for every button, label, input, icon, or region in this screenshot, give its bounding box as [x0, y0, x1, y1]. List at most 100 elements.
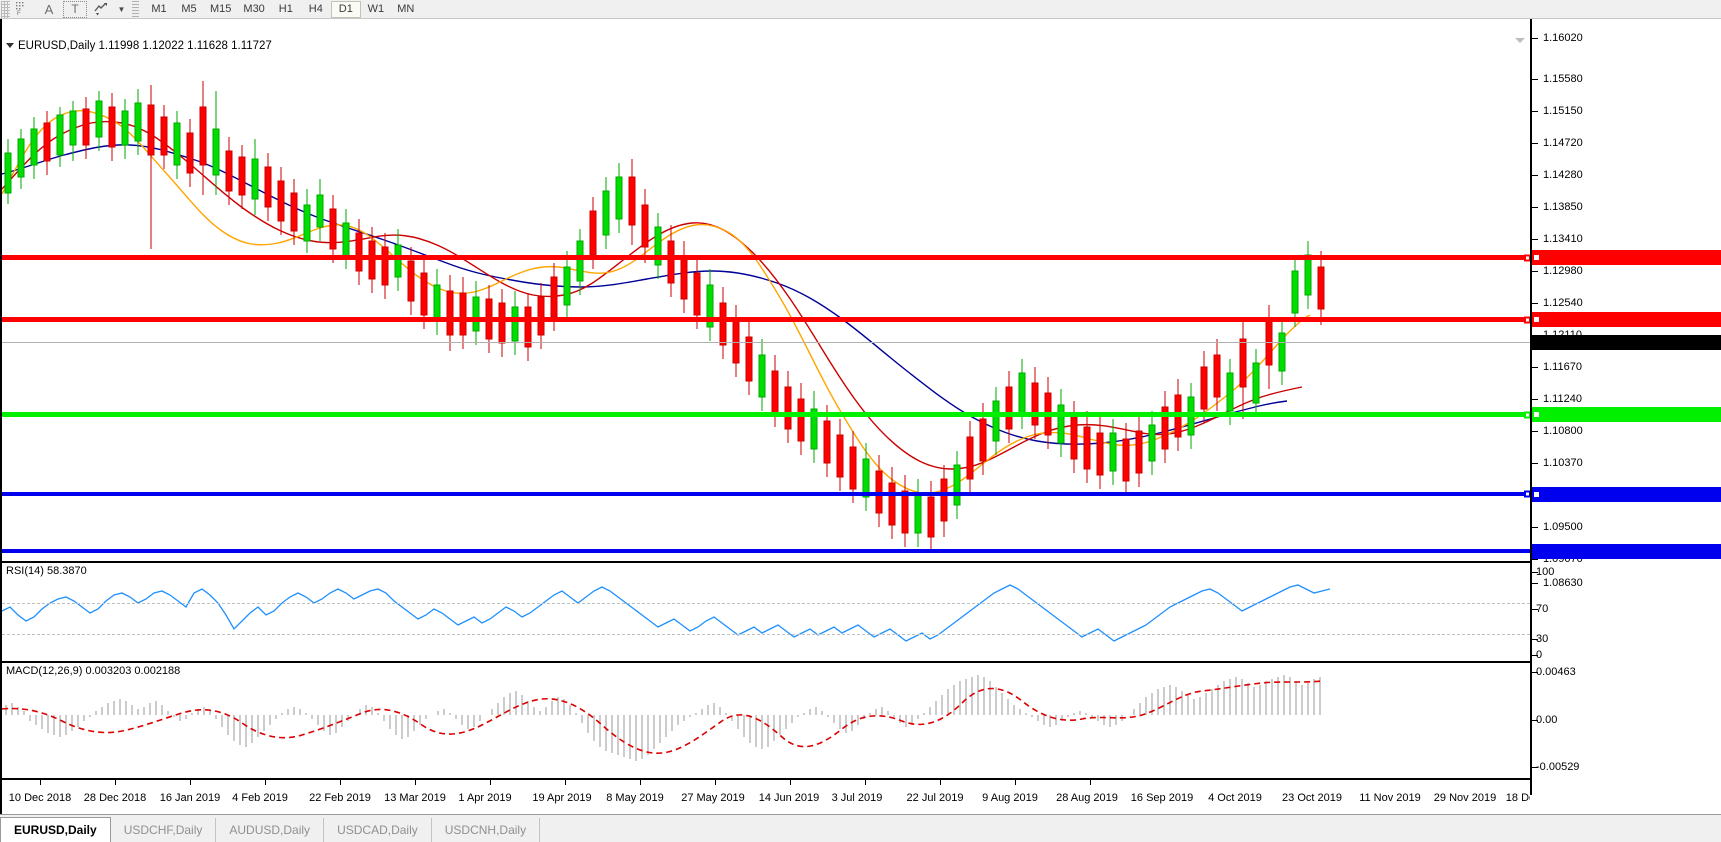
price-tick: 1.14720: [1530, 136, 1721, 150]
macd-canvas: [2, 675, 1323, 761]
date-label: 19 Apr 2019: [532, 792, 592, 804]
plot-region[interactable]: RSI(14) 58.3870 MACD(12,26,9) 0.003203 0…: [2, 19, 1530, 814]
support-line-1[interactable]: [2, 411, 1530, 418]
price-tick: 1.12540: [1530, 296, 1721, 310]
price-tag-support-3[interactable]: 1.08800: [1532, 544, 1721, 559]
tab-usdcad-daily[interactable]: USDCAD,Daily: [324, 818, 432, 842]
date-axis[interactable]: 10 Dec 2018 28 Dec 2018 16 Jan 2019 4 Fe…: [2, 778, 1530, 814]
date-label: 11 Nov 2019: [1359, 792, 1421, 804]
rsi-pane[interactable]: RSI(14) 58.3870: [2, 561, 1530, 659]
date-label: 28 Dec 2018: [83, 792, 147, 804]
date-label: 8 May 2019: [606, 792, 664, 804]
resistance-line-1[interactable]: [2, 254, 1530, 261]
tab-audusd-daily[interactable]: AUDUSD,Daily: [216, 818, 325, 842]
macd-label: MACD(12,26,9) 0.003203 0.002188: [6, 665, 181, 677]
toolbar-grip[interactable]: [1, 0, 10, 18]
price-tag-value: 1.10008: [1543, 488, 1583, 500]
date-label: 22 Feb 2019: [309, 792, 371, 804]
date-label: 4 Oct 2019: [1208, 792, 1262, 804]
price-tag-value: 1.11009: [1543, 408, 1583, 420]
main-toolbar: F A T ▼ M1 M5 M15 M30 H1 H4 D1: [0, 0, 1721, 19]
timeframe-mn[interactable]: MN: [397, 3, 415, 15]
price-tick: 1.13410: [1530, 232, 1721, 246]
support-line-2[interactable]: [2, 490, 1530, 498]
crosshair-icon[interactable]: F: [11, 1, 35, 18]
price-tag-value: 1.11727: [1538, 336, 1578, 348]
price-tick: 1.11670: [1530, 360, 1721, 374]
tab-usdcnh-daily[interactable]: USDCNH,Daily: [432, 818, 541, 842]
timeframe-group: M1 M5 M15 M30 H1 H4 D1 W1 MN: [144, 0, 421, 18]
timeframe-m30[interactable]: M30: [243, 3, 265, 15]
price-tag-support-1[interactable]: 1.11009: [1532, 407, 1721, 422]
price-tag-current: 1.11727: [1532, 335, 1721, 350]
price-axis[interactable]: 1.16020 1.15580 1.15150 1.14720 1.14280 …: [1530, 19, 1721, 795]
rsi-tick-70: 70: [1530, 602, 1721, 616]
price-tag-support-2[interactable]: 1.10008: [1532, 487, 1721, 502]
timeframe-m15[interactable]: M15: [210, 3, 232, 15]
date-label: 22 Jul 2019: [906, 792, 964, 804]
tab-usdchf-daily[interactable]: USDCHF,Daily: [111, 818, 217, 842]
price-tick: 1.13850: [1530, 200, 1721, 214]
rsi-level-30: [2, 634, 1530, 635]
date-label: 1 Apr 2019: [458, 792, 512, 804]
rsi-label: RSI(14) 58.3870: [6, 565, 87, 577]
line-handle[interactable]: [1524, 490, 1530, 498]
level-handle[interactable]: [1533, 411, 1540, 418]
candlestick-canvas: [2, 81, 1325, 553]
price-tag-resistance-2[interactable]: 1.12018: [1532, 312, 1721, 327]
indicators-icon[interactable]: [89, 1, 113, 18]
level-handle[interactable]: [1533, 491, 1540, 498]
text-label-icon[interactable]: T: [63, 0, 87, 18]
text-tool-icon[interactable]: A: [44, 1, 54, 17]
timeframe-h1[interactable]: H1: [278, 3, 293, 15]
date-label: 18 Dec 2019: [1505, 792, 1530, 804]
macd-signal-line: [2, 680, 1323, 754]
timeframe-m5[interactable]: M5: [181, 3, 197, 15]
price-tick: 1.12980: [1530, 264, 1721, 278]
tab-eurusd-daily[interactable]: EURUSD,Daily: [0, 817, 111, 842]
price-tag-value: 1.08800: [1538, 545, 1578, 557]
timeframe-w1[interactable]: W1: [367, 3, 385, 15]
price-pane[interactable]: [2, 19, 1530, 559]
date-label: 16 Jan 2019: [159, 792, 221, 804]
timeframe-m1[interactable]: M1: [151, 3, 167, 15]
date-label: 9 Aug 2019: [982, 792, 1038, 804]
price-tag-resistance-1[interactable]: 1.12859: [1532, 250, 1721, 265]
timeframe-d1[interactable]: D1: [330, 0, 361, 18]
svg-text:F: F: [17, 11, 21, 16]
price-tick: 1.09500: [1530, 520, 1721, 534]
price-tick: 1.08630: [1530, 576, 1721, 590]
chart-area[interactable]: EURUSD,Daily 1.11998 1.12022 1.11628 1.1…: [0, 19, 1721, 814]
chart-header-text: EURUSD,Daily 1.11998 1.12022 1.11628 1.1…: [18, 40, 272, 52]
rsi-level-70: [2, 603, 1530, 604]
pane-collapse-marker[interactable]: [1515, 38, 1525, 43]
support-line-3[interactable]: [2, 549, 1530, 553]
line-handle[interactable]: [1524, 316, 1530, 323]
toolbar-separator: [132, 1, 139, 17]
dropdown-arrow-icon[interactable]: ▼: [117, 4, 126, 14]
price-tick: 1.14280: [1530, 168, 1721, 182]
macd-tick-top: 0.00463: [1530, 665, 1721, 679]
date-label: 10 Dec 2018: [8, 792, 72, 804]
price-tick: 1.10370: [1530, 456, 1721, 470]
price-tick: 1.16020: [1530, 31, 1721, 45]
level-handle[interactable]: [1533, 316, 1540, 323]
date-label: 16 Sep 2019: [1130, 792, 1194, 804]
date-label: 14 Jun 2019: [758, 792, 820, 804]
resistance-line-2[interactable]: [2, 316, 1530, 323]
line-handle[interactable]: [1524, 254, 1530, 261]
line-handle[interactable]: [1524, 411, 1530, 418]
price-tick: 1.15580: [1530, 72, 1721, 86]
date-label: 4 Feb 2019: [232, 792, 288, 804]
level-handle[interactable]: [1533, 254, 1540, 261]
ma-medium-line: [2, 120, 1303, 470]
macd-tick-zero: 0.00: [1530, 713, 1721, 727]
rsi-tick-30: 30: [1530, 632, 1721, 646]
timeframe-h4[interactable]: H4: [308, 3, 323, 15]
date-label: 27 May 2019: [681, 792, 745, 804]
chart-collapse-caret[interactable]: [6, 43, 14, 48]
macd-pane[interactable]: MACD(12,26,9) 0.003203 0.002188: [2, 661, 1530, 776]
chart-tabbar: EURUSD,Daily USDCHF,Daily AUDUSD,Daily U…: [0, 814, 1721, 842]
rsi-tick-100: 100: [1530, 565, 1721, 579]
